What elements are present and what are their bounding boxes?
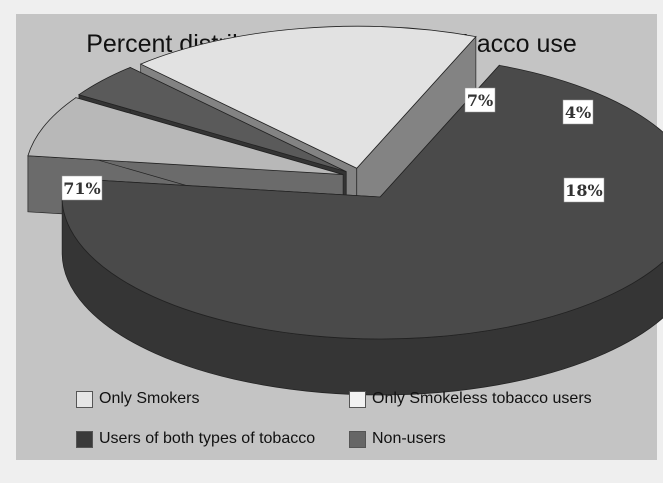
pie-tops [27,25,663,340]
pie-slice-non-users [61,64,663,340]
legend-swatch-both-types [76,430,93,448]
data-label-0: 71% [61,175,103,201]
data-label-text-3: 18% [565,181,602,200]
data-label-text-1: 7% [467,91,493,110]
data-label-1: 7% [464,87,496,113]
legend-label-only-smokers: Only Smokers [99,390,200,407]
data-label-2: 4% [562,99,594,125]
data-label-3: 18% [563,177,605,203]
legend-label-both-types: Users of both types of tobacco [99,430,316,447]
data-label-text-2: 4% [565,103,591,122]
legend-swatch-non-users [349,430,366,448]
legend-item-only-smokeless: Only Smokeless tobacco users [349,390,592,408]
legend-item-both-types: Users of both types of tobacco [76,430,315,448]
data-label-text-0: 71% [63,179,100,198]
legend-swatch-only-smokers [76,390,93,408]
legend-item-non-users: Non-users [349,430,446,448]
pie-slice-only-smokeless-tobacco-users [139,25,477,169]
legend-label-non-users: Non-users [372,430,446,447]
pie-slice-users-of-both-types-of-tobacco [77,67,347,173]
legend-label-only-smokeless: Only Smokeless tobacco users [372,390,592,407]
legend-swatch-only-smokeless [349,390,366,408]
pie-labels: 71% 7% 4% 18% [61,87,605,203]
pie-slice-only-smokers [27,97,344,175]
legend-item-only-smokers: Only Smokers [76,390,199,408]
